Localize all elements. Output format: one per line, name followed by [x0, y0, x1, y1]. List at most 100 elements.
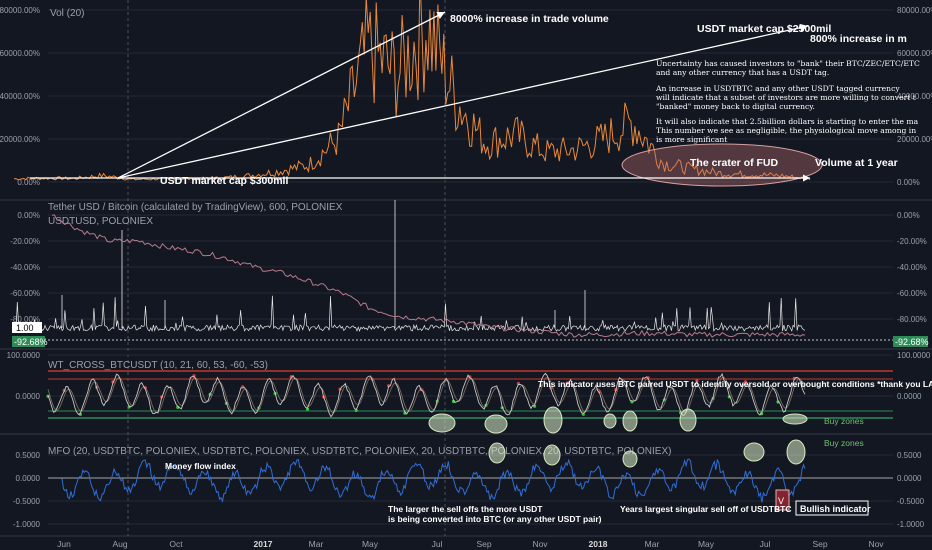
panel1-left-ticks: 80000.00% 60000.00% 40000.00% 20000.00% 0.00…	[0, 6, 40, 187]
x-tick-label: Sep	[476, 539, 491, 549]
buy-zone-ellipse	[543, 444, 561, 466]
buy-zone-ellipse	[622, 410, 638, 432]
tick-label: 80000.00%	[897, 6, 932, 15]
commentary-block: Uncertainty has caused investors to "ban…	[655, 59, 920, 144]
tick-label: 40000.00%	[0, 92, 40, 101]
badge-1-text: 1.00	[16, 323, 34, 333]
buy-zone-ellipse	[488, 442, 506, 464]
x-axis: Jun Aug Oct 2017 Mar May Jul Sep Nov 2018 Mar May Ju…	[57, 539, 884, 549]
buy-zone-ellipse	[679, 408, 697, 432]
indicator-note: This indicator uses BTC paired USDT to i…	[538, 379, 932, 389]
commentary-line: "banked" money back to digital currency.	[656, 102, 815, 111]
buy-zones-label-2: Buy zones	[824, 438, 864, 448]
tick-label: 0.00%	[897, 211, 920, 220]
usdtusd-line	[11, 295, 806, 333]
panel3-title: WT_CROSS_BTCUSDT (10, 21, 60, 53, -60, -…	[48, 360, 268, 371]
tick-label: 0.0000	[16, 392, 41, 401]
selloff-marker-text: V	[778, 496, 784, 506]
cross-dot	[354, 408, 358, 413]
buy-zone-ellipse	[484, 414, 508, 434]
wt-oscillator	[46, 372, 806, 418]
panel2-left-ticks: 0.00% -20.00% -40.00% -60.00% -80.00%	[10, 211, 40, 324]
x-tick-label: Mar	[309, 539, 324, 549]
price-series-line	[51, 214, 806, 338]
wt-buy-ellipses	[428, 406, 808, 434]
tick-label: -80.00%	[897, 315, 927, 324]
mfo-buy-ellipses	[488, 439, 806, 468]
wt1-line	[47, 372, 806, 418]
x-tick-label: 2017	[254, 539, 273, 549]
badge-3	[893, 336, 928, 347]
buy-zone-ellipse	[603, 413, 617, 429]
panel1-title: Vol (20)	[50, 8, 84, 19]
tick-label: -60.00%	[897, 289, 927, 298]
commentary-line: An increase in USDTBTC and any other USD…	[655, 84, 900, 93]
badge-3-text: -92.68%	[895, 337, 929, 347]
trade-volume-label: 8000% increase in trade volume	[450, 13, 609, 25]
tick-label: 0.0000	[897, 392, 922, 401]
tick-label: -40.00%	[897, 263, 927, 272]
market-cap-bottom-label: USDT market cap $300mil	[160, 175, 288, 187]
trade-volume-arrow	[117, 11, 446, 179]
x-tick-label: May	[362, 539, 379, 549]
grid-lines	[0, 0, 932, 537]
bullish-label: Bullish indicator	[800, 504, 871, 514]
tick-label: 20000.00%	[0, 135, 40, 144]
cross-dot	[792, 376, 796, 381]
tick-label: 20000.00%	[897, 135, 932, 144]
tick-label: 60000.00%	[0, 49, 40, 58]
volume-year-label: Volume at 1 year	[815, 157, 898, 169]
commentary-line: is more significant	[656, 135, 727, 144]
tick-label: 100.0000	[7, 351, 41, 360]
largest-selloff-label: Years largest singular sell off of USDTB…	[620, 504, 791, 514]
sell-offs-line-1: The larger the sell offs the more USDT	[388, 504, 543, 514]
tick-label: 40000.00%	[897, 92, 932, 101]
buy-zone-ellipse	[786, 439, 806, 465]
volume-series-points	[13, 22, 811, 180]
panel3-left-ticks: 100.0000 0.0000	[7, 351, 41, 401]
volume-series-line	[13, 0, 811, 181]
tick-label: 0.0000	[897, 474, 922, 483]
crater-label: The crater of FUD	[690, 157, 779, 169]
market-cap-increase-label: 800% increase in m	[810, 33, 907, 45]
tick-label: 0.00%	[17, 178, 40, 187]
badge-1	[12, 322, 42, 333]
buy-zone-ellipse	[543, 406, 563, 434]
buy-zone-ellipse	[428, 413, 456, 433]
tick-label: 60000.00%	[897, 49, 932, 58]
x-tick-label: Nov	[532, 539, 548, 549]
market-cap-top-label: USDT market cap $2500mil	[697, 23, 831, 35]
tick-label: -80.00%	[10, 315, 40, 324]
tick-label: -1.0000	[897, 520, 925, 529]
tick-label: -20.00%	[10, 237, 40, 246]
cross-dot	[581, 412, 585, 416]
panel4-title: MFO (20, USDTBTC, POLONIEX, USDTBTC, POL…	[48, 446, 671, 457]
commentary-line: Uncertainty has caused investors to "ban…	[656, 59, 920, 68]
tick-label: -20.00%	[897, 237, 927, 246]
tick-label: -1.0000	[13, 520, 41, 529]
commentary-line: It will also indicate that 2.5billion do…	[656, 117, 919, 126]
tick-label: 0.5000	[16, 451, 41, 460]
buy-zone-ellipse	[782, 413, 808, 425]
tick-label: 80000.00%	[0, 6, 40, 15]
money-flow-label: Money flow index	[165, 461, 236, 471]
tick-label: -0.5000	[13, 497, 41, 506]
cross-dot	[289, 375, 293, 379]
cross-dot	[760, 412, 764, 416]
x-tick-label: 2018	[589, 539, 608, 549]
price-series-points	[51, 214, 806, 335]
usdtusd-noise	[11, 200, 806, 333]
buy-zones-label-1: Buy zones	[824, 416, 864, 426]
panel2-right-ticks: 0.00% -20.00% -40.00% -60.00% -80.00%	[897, 211, 927, 324]
market-cap-arrow	[117, 23, 809, 179]
panel1-right-ticks: 80000.00% 60000.00% 40000.00% 20000.00% 0.00…	[897, 6, 932, 187]
tick-label: 0.5000	[897, 451, 922, 460]
buy-zone-ellipse	[743, 442, 765, 462]
cross-dot	[776, 400, 780, 404]
x-tick-label: Jul	[760, 539, 771, 549]
sell-offs-line-2: is being converted into BTC (or any othe…	[388, 514, 602, 524]
x-tick-label: Sep	[812, 539, 827, 549]
x-tick-label: Jul	[432, 539, 443, 549]
bullish-box	[795, 500, 869, 516]
